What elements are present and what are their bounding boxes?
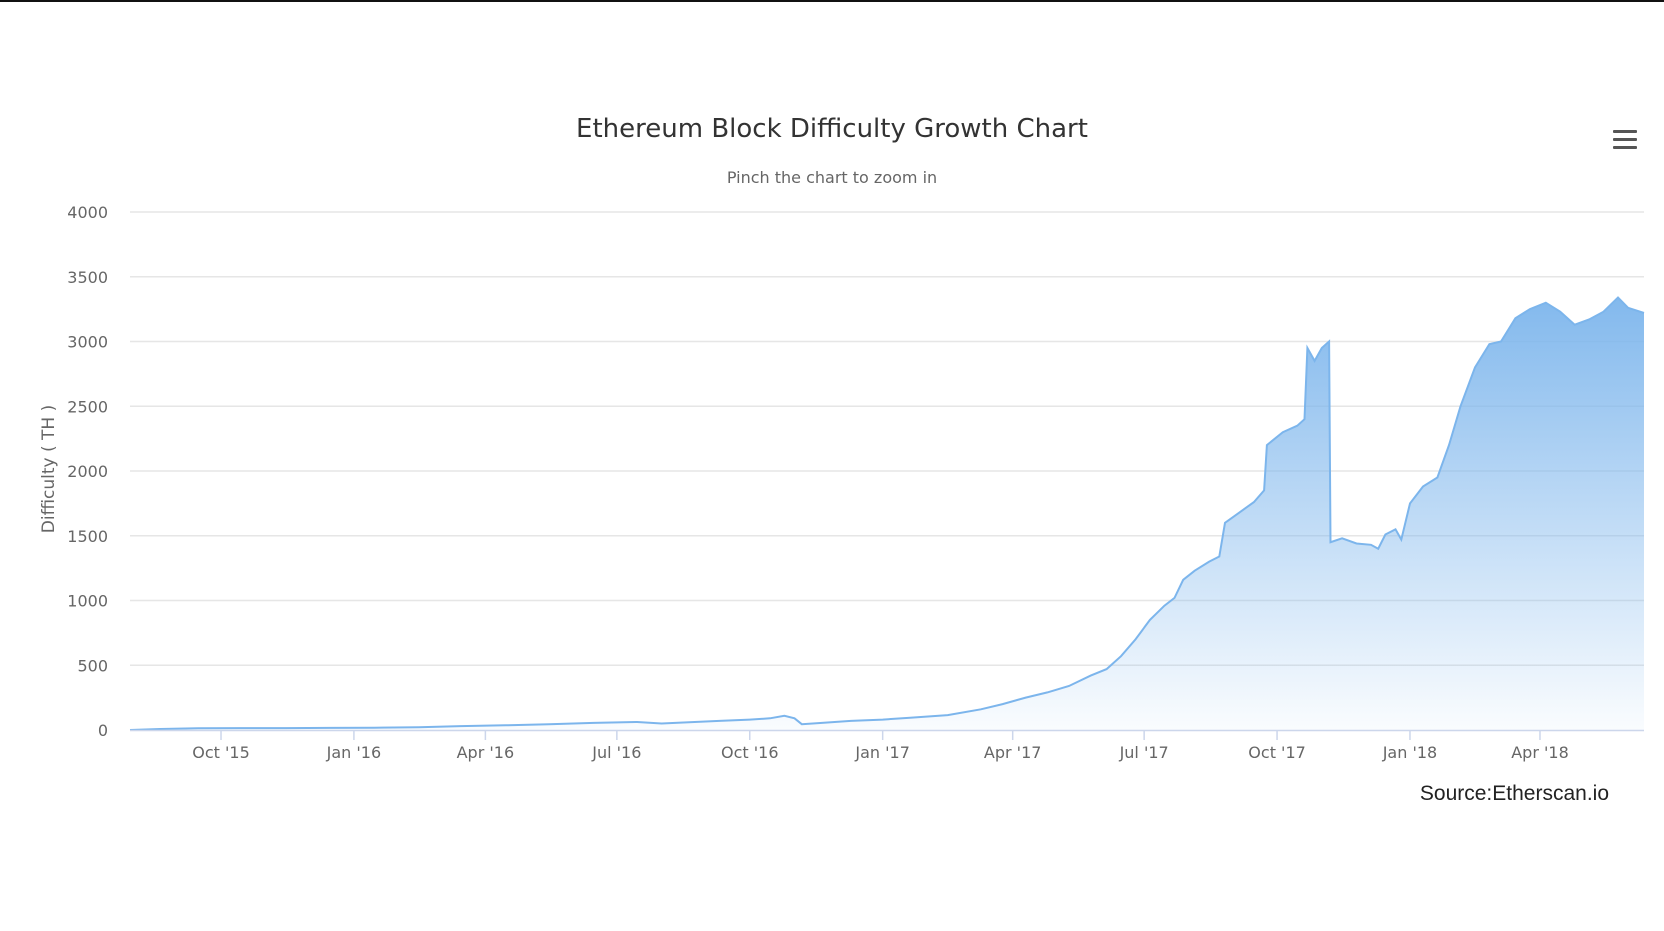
x-tick-label: Oct '17 [1248, 743, 1306, 762]
x-tick-label: Jan '18 [1382, 743, 1438, 762]
y-tick-label: 1000 [67, 592, 108, 611]
x-tick-label: Jan '17 [854, 743, 910, 762]
difficulty-area-fill [130, 297, 1644, 730]
top-border [0, 0, 1664, 2]
y-axis-label: Difficulty ( TH ) [39, 405, 59, 533]
y-axis-ticks: 0 500 1000 1500 2000 2500 3000 3500 4000 [67, 203, 108, 740]
chart-title: Ethereum Block Difficulty Growth Chart [576, 114, 1088, 144]
hamburger-menu-icon[interactable] [1610, 128, 1640, 152]
x-tick-label: Oct '16 [721, 743, 779, 762]
x-tick-label: Apr '18 [1511, 743, 1569, 762]
source-credit: Source:Etherscan.io [1419, 782, 1609, 805]
x-tick-label: Apr '16 [457, 743, 515, 762]
x-tick-label: Jul '17 [1119, 743, 1169, 762]
grid-lines [130, 211, 1644, 666]
x-axis: Oct '15 Jan '16 Apr '16 Jul '16 Oct '16 Jan '… [130, 729, 1644, 762]
x-tick-label: Jul '16 [591, 743, 641, 762]
y-tick-label: 500 [77, 656, 108, 675]
chart-subtitle: Pinch the chart to zoom in [726, 168, 938, 187]
x-tick-label: Apr '17 [984, 743, 1042, 762]
y-tick-label: 0 [98, 721, 108, 740]
y-tick-label: 3000 [67, 333, 108, 352]
series-area [129, 296, 1645, 731]
difficulty-line [129, 296, 1645, 731]
y-tick-label: 2000 [67, 462, 108, 481]
y-tick-label: 3500 [67, 268, 108, 287]
y-tick-label: 2500 [67, 397, 108, 416]
y-tick-label: 4000 [67, 203, 108, 222]
x-tick-label: Jan '16 [326, 743, 382, 762]
x-tick-label: Oct '15 [192, 743, 250, 762]
y-tick-label: 1500 [67, 527, 108, 546]
